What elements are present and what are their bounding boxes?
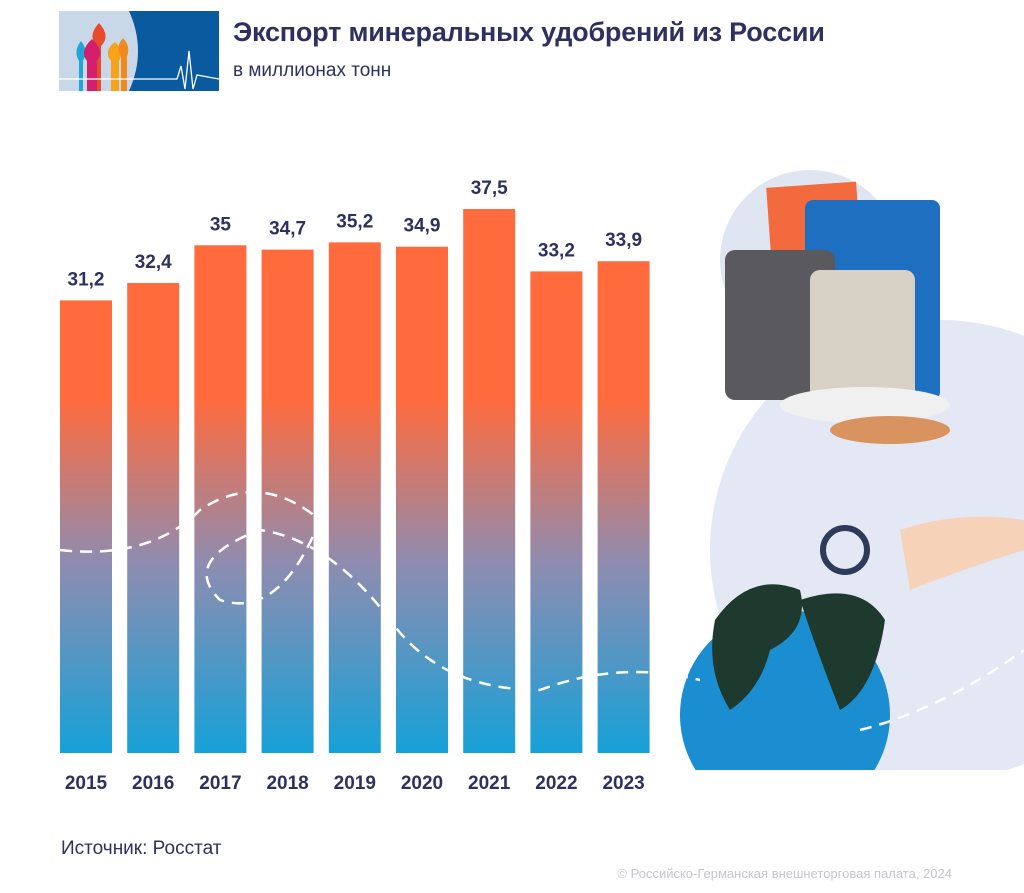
- source-note: Источник: Росстат: [61, 838, 222, 859]
- bar-2023: [597, 261, 650, 753]
- bar-2015: [60, 300, 112, 753]
- x-tick-label: 2021: [468, 773, 511, 794]
- fertilizer-globe-illustration: [660, 170, 1024, 770]
- x-tick-label: 2015: [65, 773, 108, 794]
- data-label: 31,2: [68, 269, 105, 290]
- x-tick-label: 2018: [266, 773, 308, 794]
- data-label: 37,5: [471, 178, 508, 199]
- bar-2016: [127, 282, 180, 753]
- data-label: 33,9: [605, 230, 642, 251]
- bar-2018: [261, 249, 314, 754]
- data-label: 35: [210, 214, 232, 235]
- bar-chart: 31,2 2015 32,4 2016 35 2017 34,7 2018 35,2 2019 34…: [59, 178, 700, 794]
- decorative-dashed-route: [59, 491, 700, 692]
- data-label: 34,9: [404, 216, 441, 237]
- data-label: 34,7: [269, 219, 306, 240]
- x-tick-label: 2023: [602, 773, 644, 794]
- bar-2021: [463, 209, 516, 753]
- x-tick-label: 2022: [535, 773, 577, 794]
- chart-title: Экспорт минеральных удобрений из России: [233, 17, 825, 47]
- data-label: 32,4: [135, 252, 172, 273]
- x-tick-label: 2020: [401, 773, 443, 794]
- data-label: 33,2: [538, 240, 575, 261]
- x-tick-label: 2019: [334, 773, 376, 794]
- chart-subtitle: в миллионах тонн: [233, 60, 392, 81]
- copyright: © Российско-Германская внешнеторговая па…: [617, 866, 952, 881]
- bar-2022: [530, 271, 583, 753]
- data-label: 35,2: [336, 211, 373, 232]
- logo: [59, 11, 219, 91]
- x-tick-label: 2017: [199, 773, 241, 794]
- bar-2020: [396, 246, 448, 753]
- x-tick-label: 2016: [132, 773, 174, 794]
- bar-2017: [194, 245, 247, 753]
- bar-2019: [328, 242, 381, 753]
